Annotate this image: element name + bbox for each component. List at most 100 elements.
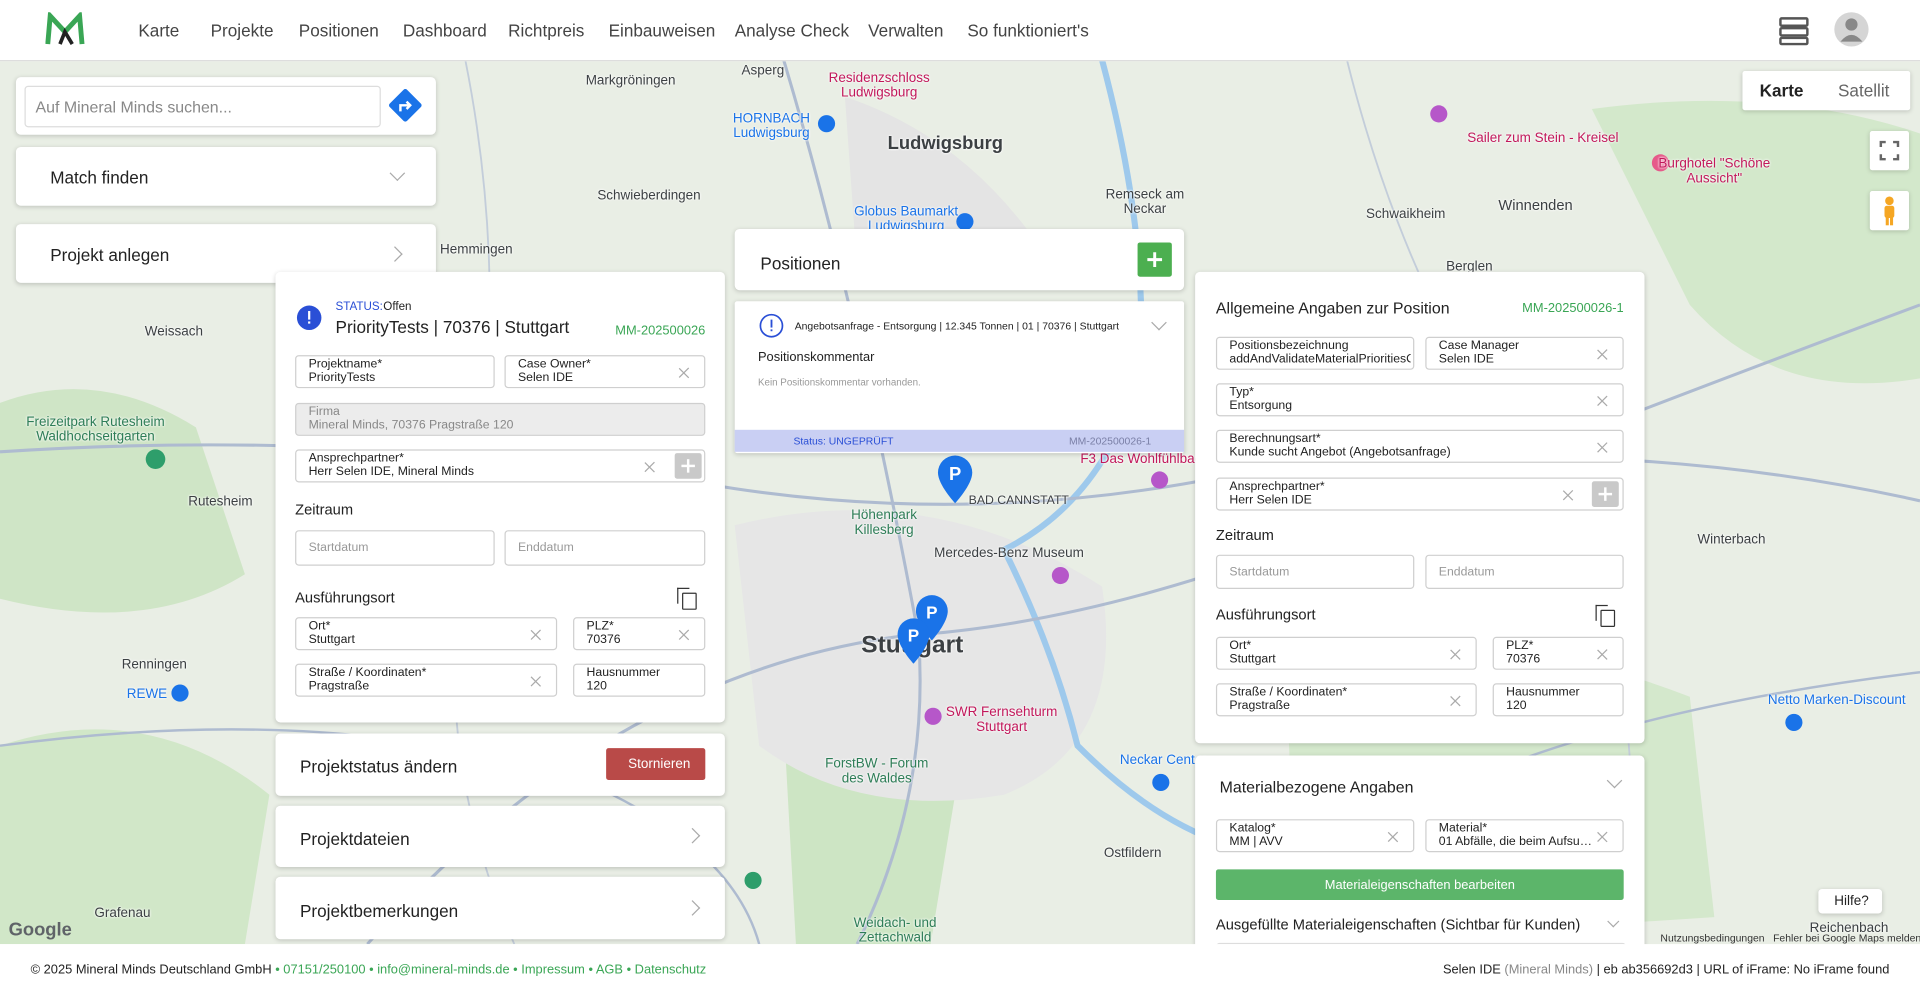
clear-icon[interactable]	[678, 367, 689, 378]
panel-title: Match finden	[50, 167, 149, 188]
field[interactable]: Positionsbezeichnung addAndValidateMateri…	[1215, 336, 1415, 370]
map-pins: P P P	[897, 455, 973, 664]
logo[interactable]	[45, 12, 87, 49]
field-value: 70376	[1506, 652, 1541, 667]
separator: •	[513, 962, 518, 978]
nav-item[interactable]: Positionen	[298, 20, 379, 41]
field-value: Herr Selen IDE	[1229, 493, 1312, 507]
field[interactable]: Ansprechpartner* Herr Selen IDE, Mineral …	[295, 449, 706, 483]
field[interactable]: Hausnummer 120	[573, 663, 706, 697]
clear-icon[interactable]	[1387, 831, 1398, 842]
position-card[interactable]: Angebotsanfrage - Entsorgung | 12.345 To…	[734, 301, 1185, 454]
server-icon[interactable]	[1778, 15, 1810, 47]
field[interactable]: Ort* Stuttgart	[1215, 636, 1477, 670]
copy-icon[interactable]	[1595, 604, 1616, 627]
map-label: Berglen	[1446, 259, 1493, 275]
nav-item[interactable]: Verwalten	[868, 20, 944, 41]
edit-properties-button[interactable]: Materialeigenschaften bearbeiten	[1215, 869, 1624, 901]
clear-icon[interactable]	[1597, 649, 1608, 660]
pin[interactable]: P	[937, 455, 973, 504]
field-value: addAndValidateMaterialPrioritiesC	[1229, 352, 1411, 367]
nav-item[interactable]: So funktioniert's	[967, 20, 1089, 41]
position-id: MM-202500026-1	[1522, 301, 1624, 316]
add-button[interactable]	[674, 453, 702, 479]
nav-item[interactable]: Projekte	[210, 20, 274, 41]
clear-icon[interactable]	[530, 629, 541, 640]
pin[interactable]: P	[897, 618, 930, 664]
map-label: Reichenbach	[1809, 920, 1889, 936]
clear-icon[interactable]	[644, 462, 655, 473]
field[interactable]: Typ* Entsorgung	[1215, 383, 1624, 417]
field[interactable]: Berechnungsart* Kunde sucht Angebot (Ange…	[1215, 429, 1624, 463]
field[interactable]: Katalog* MM | AVV	[1215, 819, 1415, 853]
fullscreen-button[interactable]	[1869, 131, 1909, 171]
field-label: Hausnummer	[1506, 685, 1580, 700]
nav-item[interactable]: Einbauweisen	[608, 20, 716, 41]
field[interactable]: Case Owner* Selen IDE	[504, 355, 706, 389]
nav-item[interactable]: Karte	[138, 20, 180, 41]
nav-item[interactable]: Dashboard	[402, 20, 487, 41]
map-type-button[interactable]: Karte	[1759, 80, 1804, 101]
help-button[interactable]: Hilfe?	[1818, 888, 1883, 914]
field[interactable]: Ansprechpartner* Herr Selen IDE	[1215, 477, 1624, 511]
footer-link[interactable]: Datenschutz	[634, 962, 707, 978]
field-value: PriorityTests	[308, 371, 376, 385]
nav-item[interactable]: Analyse Check	[734, 20, 850, 41]
field-label: Berechnungsart*	[1229, 432, 1321, 446]
add-position-button[interactable]	[1137, 242, 1172, 277]
clear-icon[interactable]	[1562, 490, 1573, 501]
search-placeholder: Auf Mineral Minds suchen...	[35, 97, 232, 117]
field[interactable]: Projektname* PriorityTests	[295, 355, 495, 389]
field[interactable]: Case Manager Selen IDE	[1425, 336, 1624, 370]
field[interactable]: Ort* Stuttgart	[295, 617, 558, 651]
clear-icon[interactable]	[1450, 649, 1461, 660]
clear-icon[interactable]	[1597, 831, 1608, 842]
clear-icon[interactable]	[1597, 349, 1608, 360]
clear-icon[interactable]	[1597, 442, 1608, 453]
section-title: Zeitraum	[295, 500, 354, 518]
map-label: SWR Fernsehturm Stuttgart	[945, 705, 1058, 735]
field[interactable]: Material* 01 Abfälle, die beim Aufsuc...	[1425, 819, 1624, 853]
field-label: Straße / Koordinaten*	[1229, 685, 1348, 700]
footer-link[interactable]: Impressum	[521, 962, 585, 978]
map-label: Renningen	[121, 657, 187, 673]
pegman[interactable]	[1869, 191, 1909, 231]
field[interactable]: PLZ* 70376	[573, 617, 706, 651]
nav-item[interactable]: Richtpreis	[508, 20, 585, 41]
placeholder: Enddatum	[1438, 565, 1495, 580]
chevron	[389, 165, 406, 182]
map-type-button[interactable]: Satellit	[1837, 80, 1890, 101]
date-field[interactable]: Enddatum	[504, 530, 706, 566]
section-title: Zeitraum	[1215, 526, 1274, 544]
add-button[interactable]	[1591, 481, 1619, 507]
date-field[interactable]: Startdatum	[1215, 554, 1415, 589]
clear-icon[interactable]	[530, 676, 541, 687]
directions-button[interactable]	[388, 88, 422, 122]
field[interactable]: Hausnummer 120	[1492, 683, 1624, 717]
clear-icon[interactable]	[678, 629, 689, 640]
footer-link[interactable]: AGB	[595, 962, 624, 978]
map-label: Markgröningen	[585, 73, 676, 89]
clear-icon[interactable]	[1450, 696, 1461, 707]
match-panel[interactable]: Match finden	[15, 146, 436, 206]
field[interactable]: PLZ* 70376	[1492, 636, 1624, 670]
field[interactable]: Straße / Koordinaten* Pragstraße	[295, 663, 558, 697]
remarks-panel[interactable]: Projektbemerkungen	[275, 876, 725, 940]
footer-link[interactable]: info@mineral-minds.de	[377, 962, 510, 978]
avatar[interactable]	[1833, 11, 1870, 48]
status-value: Offen	[383, 300, 412, 314]
map-label: Hemmingen	[440, 242, 513, 258]
copy-icon[interactable]	[677, 587, 697, 610]
search-input[interactable]: Auf Mineral Minds suchen...	[24, 85, 381, 128]
field[interactable]: Straße / Koordinaten* Pragstraße	[1215, 683, 1477, 717]
date-field[interactable]: Startdatum	[295, 530, 495, 566]
panel-title: Projektdateien	[300, 828, 410, 849]
map-label: Freizeitpark Rutesheim Waldhochseitgarte…	[26, 414, 165, 445]
date-field[interactable]: Enddatum	[1425, 554, 1624, 589]
map-terms[interactable]: Nutzungsbedingungen	[1660, 931, 1765, 945]
map-report[interactable]: Fehler bei Google Maps melden	[1773, 931, 1920, 945]
footer-link[interactable]: 07151/250100	[283, 962, 366, 978]
files-panel[interactable]: Projektdateien	[275, 805, 725, 867]
clear-icon[interactable]	[1597, 396, 1608, 407]
cancel-button[interactable]: Stornieren	[606, 748, 706, 781]
